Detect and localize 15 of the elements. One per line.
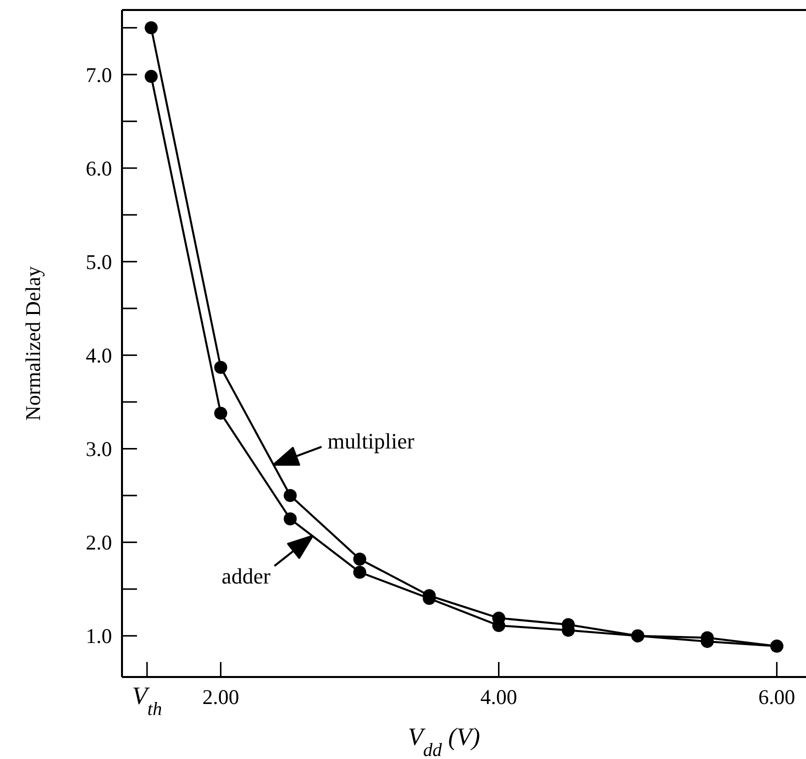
y-tick-label: 7.0: [86, 62, 112, 87]
y-axis-title: Normalized Delay: [21, 266, 45, 421]
y-tick-label: 5.0: [86, 250, 112, 274]
legend-label: multiplier: [328, 428, 415, 454]
y-tick-label: 4.0: [86, 344, 112, 368]
x-axis-title: V$_{dd}$ (V): [408, 724, 480, 759]
x-tick-label: 6.00: [758, 685, 796, 709]
y-tick-label: 6.0: [86, 156, 112, 180]
y-tick-label: 1.0: [86, 624, 112, 648]
y-tick-label: 2.0: [86, 530, 112, 555]
series-label: adder: [222, 564, 272, 589]
x-tick-label: 4.00: [480, 685, 518, 709]
y-tick-label: 3.0: [86, 437, 112, 462]
x-tick-label: V$_{th}$: [132, 683, 162, 720]
x-tick-label: 2.00: [202, 685, 240, 709]
